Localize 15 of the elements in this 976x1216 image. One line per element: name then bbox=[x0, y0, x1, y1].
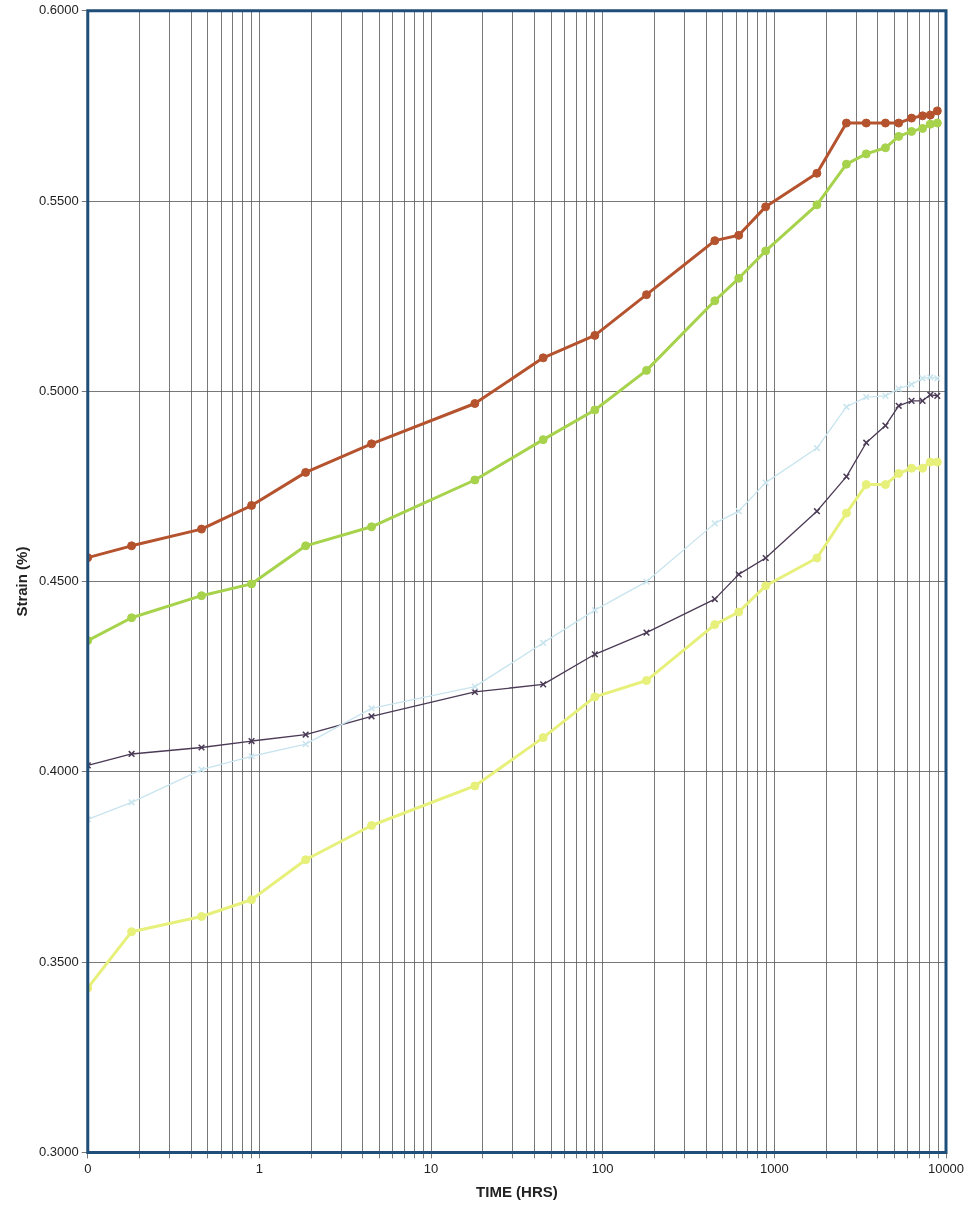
x-axis-title: TIME (HRS) bbox=[476, 1183, 558, 1201]
y-tick-label: 0.5500 bbox=[39, 192, 79, 208]
y-axis-title: Strain (%) bbox=[13, 546, 31, 617]
y-tick-label: 0.6000 bbox=[39, 2, 79, 18]
x-tick-label: 10 bbox=[423, 1160, 439, 1176]
y-tick-label: 0.5000 bbox=[39, 382, 79, 398]
y-tick-label: 0.4500 bbox=[39, 573, 79, 589]
x-tick-label: 10000 bbox=[927, 1160, 965, 1176]
x-tick-label: 1 bbox=[255, 1160, 264, 1176]
y-tick-label: 0.3500 bbox=[39, 953, 79, 969]
x-tick-label: 100 bbox=[591, 1160, 614, 1176]
x-tick-label: 1000 bbox=[759, 1160, 789, 1176]
x-tick-label: 0 bbox=[84, 1160, 92, 1176]
y-tick-label: 0.3000 bbox=[39, 1143, 79, 1159]
y-tick-label: 0.4000 bbox=[39, 763, 79, 779]
